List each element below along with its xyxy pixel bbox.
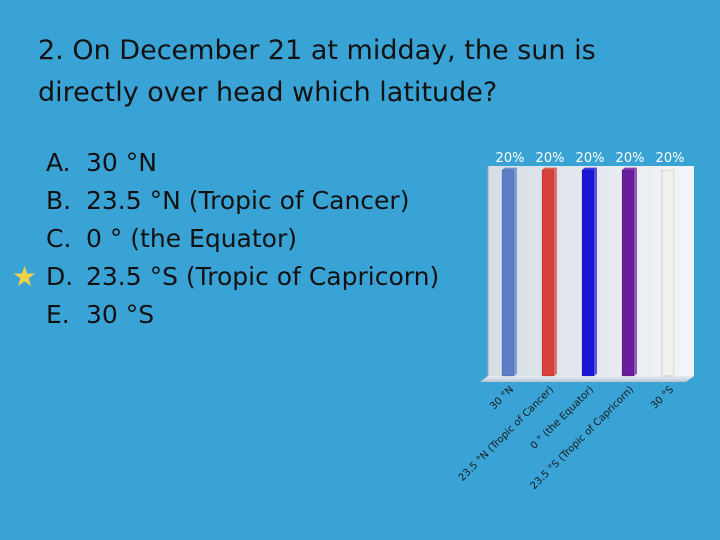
chart-bar-side (674, 167, 677, 376)
chart-bar (621, 169, 635, 377)
choice-text: 23.5 °S (Tropic of Capricorn) (86, 262, 440, 291)
question-text: 2. On December 21 at midday, the sun is … (38, 35, 596, 108)
choice-letter: B. (46, 186, 72, 215)
chart-bar-top (662, 167, 677, 170)
chart-bar-top (582, 167, 597, 170)
chart-value-label: 20% (496, 151, 525, 166)
choice-letter: A. (46, 148, 71, 177)
chart-category-label: 30 °N (488, 384, 516, 412)
answer-choices: A. 30 °N B. 23.5 °N (Tropic of Cancer) C. 0… (12, 144, 440, 334)
choice-a[interactable]: A. 30 °N (46, 144, 439, 182)
chart-bar-top (542, 167, 557, 170)
choice-text: 30 °N (86, 148, 157, 177)
chart-bar (661, 169, 675, 377)
chart-value-labels: 20% 20% 20% 20% 20% (496, 151, 685, 166)
chart-bar-top (502, 167, 517, 170)
chart-bars (501, 167, 677, 377)
chart-bar-side (514, 167, 517, 376)
chart-bar-side (634, 167, 637, 376)
chart-value-label: 20% (656, 151, 685, 166)
choice-text: 30 °S (86, 300, 155, 329)
choice-c[interactable]: C. 0 ° (the Equator) (46, 220, 439, 258)
chart-bar-top (622, 167, 637, 170)
chart-bar (501, 169, 515, 377)
correct-star-icon: ★ (12, 260, 38, 293)
choice-letter: C. (46, 224, 72, 253)
chart-value-label: 20% (576, 151, 605, 166)
chart-bar-side (554, 167, 557, 376)
choice-d[interactable]: ★ D. 23.5 °S (Tropic of Capricorn) (12, 258, 440, 296)
choice-text: 23.5 °N (Tropic of Cancer) (86, 186, 410, 215)
chart-bar-side (594, 167, 597, 376)
choice-e[interactable]: E. 30 °S (46, 296, 439, 334)
choice-b[interactable]: B. 23.5 °N (Tropic of Cancer) (46, 182, 439, 220)
chart-bar (541, 169, 555, 377)
choice-text: 0 ° (the Equator) (86, 224, 297, 253)
chart-value-label: 20% (616, 151, 645, 166)
choice-letter: E. (46, 300, 70, 329)
choice-letter: D. (46, 262, 74, 291)
chart-floor (480, 376, 694, 382)
chart-category-label: 30 °S (649, 384, 676, 411)
chart-bar (581, 169, 595, 377)
chart-value-label: 20% (536, 151, 565, 166)
response-bar-chart: 20% 20% 20% 20% 20% 30 °N23.5 °N (Tropic of … (457, 151, 694, 492)
chart-category-labels: 30 °N23.5 °N (Tropic of Cancer)0 ° (the … (457, 384, 676, 492)
